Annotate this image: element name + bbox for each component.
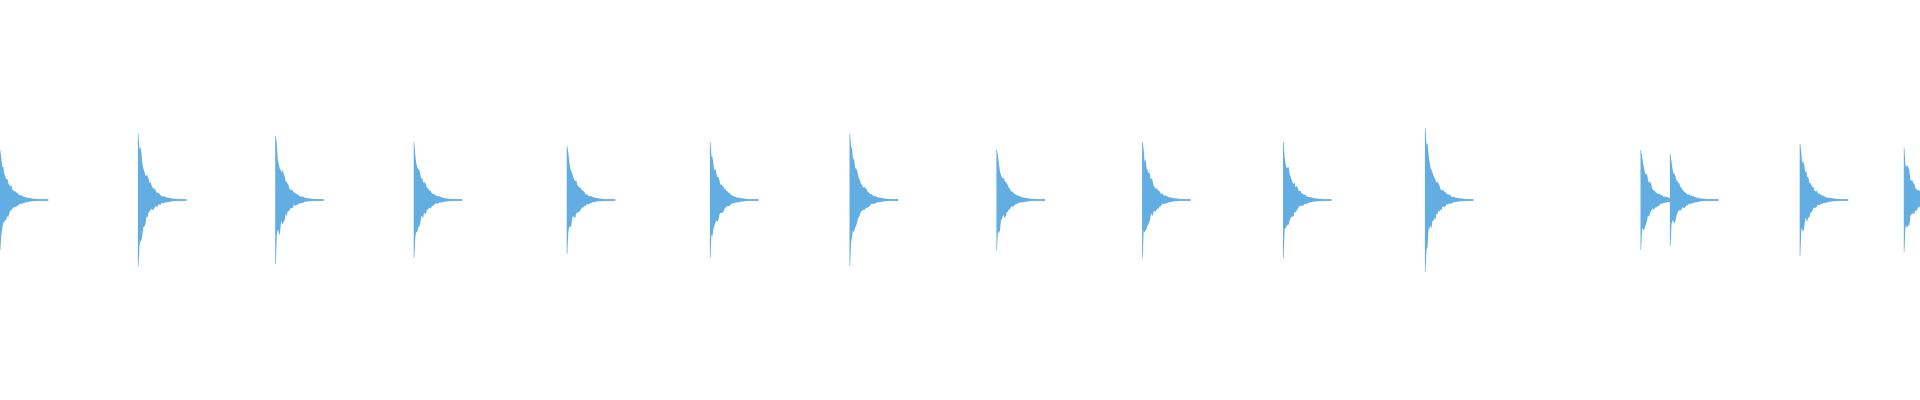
- transient: [709, 141, 759, 259]
- transient: [1669, 153, 1719, 247]
- transient: [1799, 143, 1849, 257]
- transient: [275, 135, 324, 265]
- transient: [137, 133, 187, 267]
- transient: [1903, 147, 1920, 253]
- transient: [566, 145, 616, 255]
- transient: [1283, 141, 1332, 259]
- transient: [0, 149, 49, 251]
- transient: [849, 133, 899, 267]
- transient: [996, 149, 1045, 251]
- transient: [1142, 141, 1191, 259]
- transient: [1424, 127, 1474, 273]
- transient: [413, 141, 463, 259]
